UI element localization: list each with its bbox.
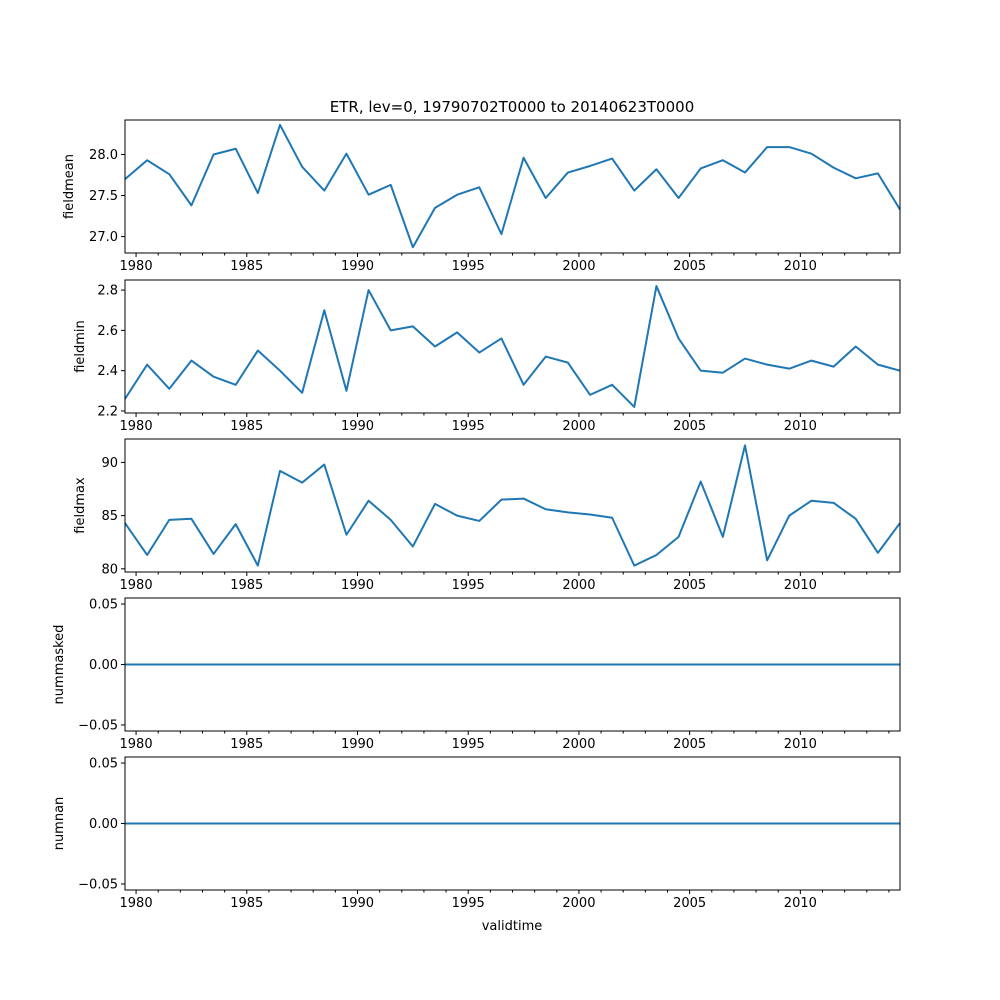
x-tick-label: 1980 [120,259,153,274]
y-tick-label: 2.2 [97,404,118,419]
x-tick-label: 1995 [452,896,485,911]
x-tick-label: 1995 [452,578,485,593]
x-tick-label: 1985 [230,896,263,911]
y-tick-label: 0.00 [89,817,118,832]
x-tick-label: 1995 [452,737,485,752]
axes-frame-fieldmax [124,438,901,573]
axes-frame-fieldmean [124,119,901,254]
panels-group: 27.0 27.5 28.0 fieldmean 1980 1985 1990 1995 200… [52,119,901,911]
panel-fieldmax: 80 85 90 fieldmax 1980 1985 1990 1995 2000 2005 20… [73,438,901,593]
chart-title: ETR, lev=0, 19790702T0000 to 20140623T00… [330,98,694,116]
y-axis-label: nummasked [52,625,67,705]
y-tick-label: 80 [101,562,118,577]
x-tick-label: 2005 [673,259,706,274]
x-tick-label: 2005 [673,419,706,434]
panel-fieldmin: 2.2 2.4 2.6 2.8 fieldmin 1980 1985 1990 1995 2000… [73,279,901,434]
y-tick-label: 27.0 [89,230,118,245]
x-tick-label: 2010 [784,259,817,274]
x-tick-label: 1980 [120,737,153,752]
x-tick-label: 1990 [341,578,374,593]
x-tick-label: 2005 [673,737,706,752]
x-tick-label: 1980 [120,896,153,911]
x-tick-label: 1990 [341,896,374,911]
y-tick-label: 90 [101,456,118,471]
y-tick-label: 85 [101,509,118,524]
x-tick-label: 2010 [784,896,817,911]
y-tick-label: 2.4 [97,364,118,379]
x-tick-label: 2000 [562,259,595,274]
x-tick-label: 1980 [120,419,153,434]
y-tick-label: 2.6 [97,324,118,339]
x-tick-label: 1985 [230,259,263,274]
y-tick-label: 27.5 [89,189,118,204]
x-tick-label: 1990 [341,737,374,752]
x-tick-label: 1990 [341,259,374,274]
y-tick-label: 0.05 [89,757,118,772]
y-tick-label: 28.0 [89,148,118,163]
x-tick-label: 1985 [230,419,263,434]
y-tick-label: 2.8 [97,284,118,299]
axes-frame-fieldmin [124,279,901,414]
y-tick-label: 0.05 [89,598,118,613]
x-tick-label: 2010 [784,737,817,752]
x-tick-label: 1985 [230,578,263,593]
y-axis-label: fieldmax [73,477,88,534]
x-tick-label: 2000 [562,896,595,911]
x-tick-label: 2005 [673,896,706,911]
x-tick-label: 1985 [230,737,263,752]
panel-numnan: −0.05 0.00 0.05 numnan 1980 1985 1990 1995 2000 2… [52,756,901,911]
x-tick-label: 2005 [673,578,706,593]
series-line-fieldmean [124,123,901,249]
y-tick-label: −0.05 [78,718,118,733]
x-tick-label: 1995 [452,259,485,274]
y-axis-label: fieldmean [62,154,77,219]
y-tick-label: −0.05 [78,877,118,892]
x-tick-label: 1995 [452,419,485,434]
y-axis-label: fieldmin [73,320,88,373]
panel-nummasked: −0.05 0.00 0.05 nummasked 1980 1985 1990 1995 20… [52,597,901,752]
x-tick-label: 1980 [120,578,153,593]
x-tick-label: 2010 [784,578,817,593]
x-tick-label: 2010 [784,419,817,434]
panel-fieldmean: 27.0 27.5 28.0 fieldmean 1980 1985 1990 1995 200… [62,119,901,274]
x-axis-label: validtime [482,919,543,934]
x-tick-label: 1990 [341,419,374,434]
y-tick-label: 0.00 [89,658,118,673]
x-tick-label: 2000 [562,578,595,593]
x-tick-label: 2000 [562,737,595,752]
y-axis-label: numnan [52,797,67,851]
x-tick-label: 2000 [562,419,595,434]
series-line-fieldmin [124,285,901,408]
series-line-fieldmax [124,444,901,567]
